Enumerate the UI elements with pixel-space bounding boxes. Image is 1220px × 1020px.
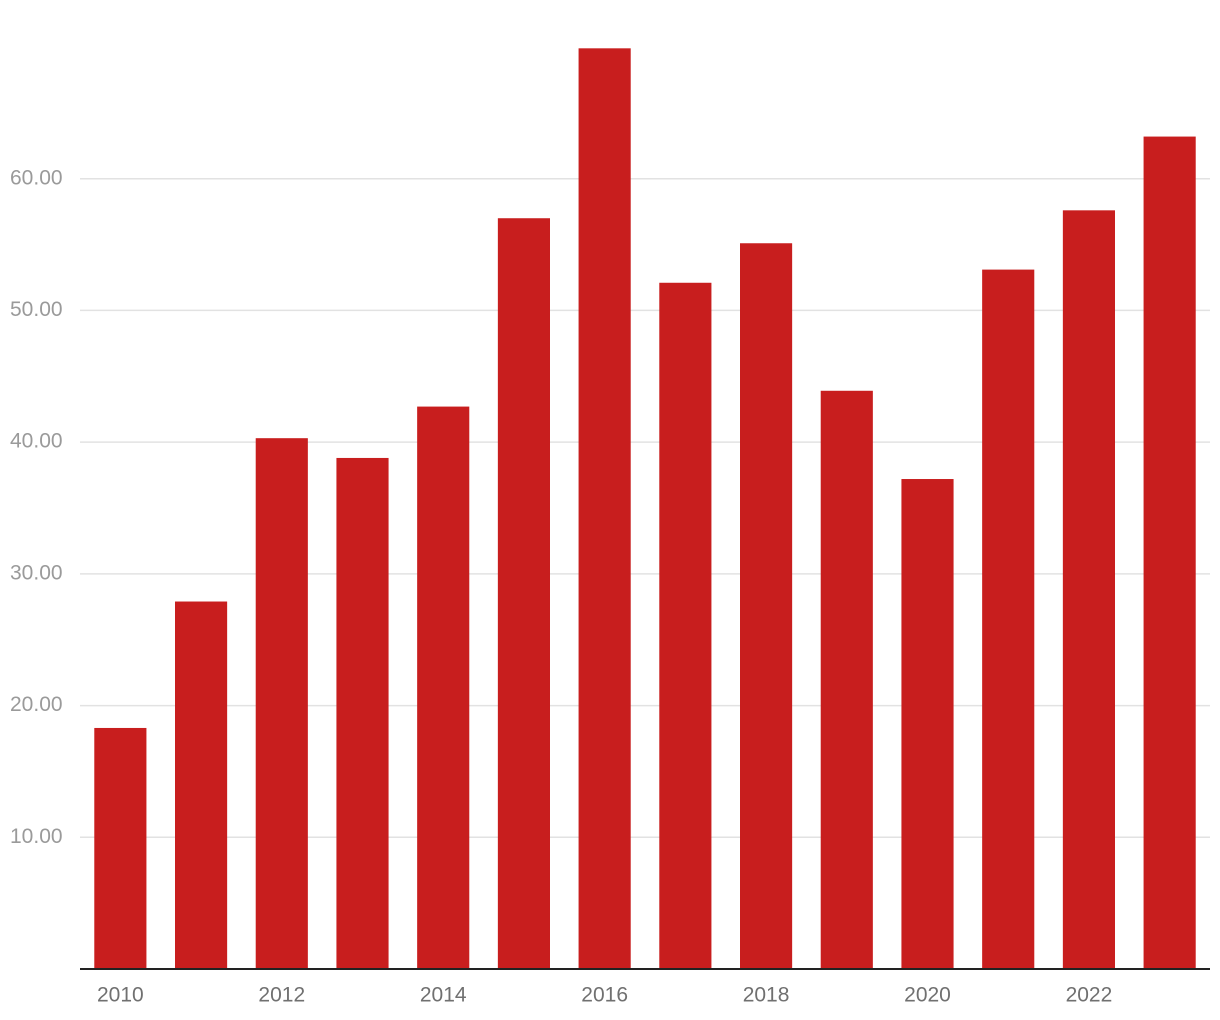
bar <box>94 727 147 969</box>
bar <box>336 457 389 969</box>
x-tick-label: 2012 <box>258 984 305 1007</box>
y-tick-label: 40.00 <box>10 430 63 453</box>
bar <box>497 218 550 969</box>
x-tick-label: 2010 <box>97 984 144 1007</box>
bar <box>417 406 470 970</box>
y-tick-label: 30.00 <box>10 561 63 584</box>
bar <box>659 282 712 970</box>
bar <box>820 390 873 969</box>
bar <box>982 269 1035 969</box>
bar <box>740 243 793 970</box>
bar <box>175 601 228 969</box>
bar <box>255 438 308 970</box>
x-tick-label: 2018 <box>743 984 790 1007</box>
x-tick-label: 2020 <box>904 984 951 1007</box>
y-tick-label: 60.00 <box>10 166 63 189</box>
x-tick-label: 2022 <box>1066 984 1113 1007</box>
bar <box>1143 136 1196 969</box>
bar <box>578 48 631 970</box>
x-tick-label: 2016 <box>581 984 628 1007</box>
bar <box>1062 210 1115 970</box>
y-tick-label: 10.00 <box>10 825 63 848</box>
y-tick-label: 50.00 <box>10 298 63 321</box>
x-tick-label: 2014 <box>420 984 467 1007</box>
y-tick-label: 20.00 <box>10 693 63 716</box>
bar <box>901 479 954 969</box>
